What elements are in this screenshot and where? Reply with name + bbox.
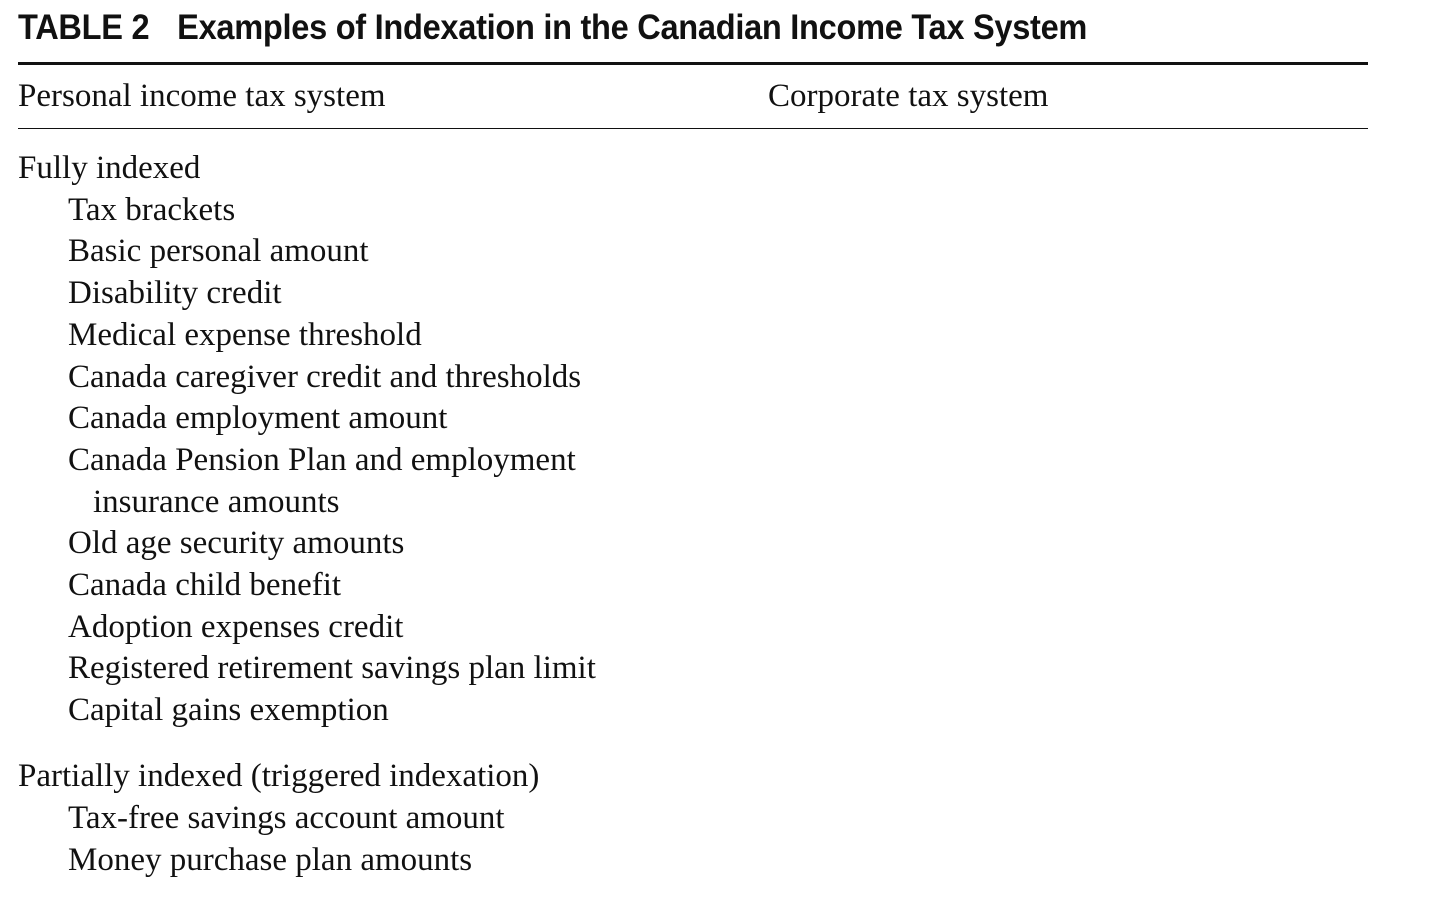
header-rule: [18, 128, 1368, 130]
list-item: Canada Pension Plan and employment insura…: [18, 440, 1368, 523]
list-item: Capital gains exemption: [18, 690, 1368, 732]
table-body: Fully indexed Tax brackets Basic persona…: [18, 148, 1368, 881]
item-text: Canada caregiver credit and thresholds: [68, 358, 582, 395]
item-text: Adoption expenses credit: [68, 608, 404, 645]
item-text: Canada employment amount: [68, 400, 448, 437]
item-text: Capital gains exemption: [68, 692, 389, 729]
group-heading: Partially indexed (triggered indexation): [18, 758, 540, 795]
item-text: Medical expense threshold: [68, 316, 422, 353]
list-item: Canada caregiver credit and thresholds: [18, 357, 1368, 399]
list-item: Tax brackets: [18, 190, 1368, 232]
table-page: TABLE 2 Examples of Indexation in the Can…: [18, 0, 1368, 906]
table-label: TABLE 2: [18, 8, 150, 47]
item-text: Registered retirement savings plan limit: [68, 650, 596, 687]
table-caption: TABLE 2 Examples of Indexation in the Can…: [18, 8, 1087, 48]
list-item: Medical expense threshold: [18, 315, 1368, 357]
column-header-corporate: Corporate tax system: [768, 78, 1049, 114]
item-text: Tax-free savings account amount: [68, 800, 505, 837]
item-text-continuation: insurance amounts: [93, 483, 340, 520]
item-text: Disability credit: [68, 275, 282, 312]
item-text: Tax brackets: [68, 191, 236, 228]
list-item: Tax-free savings account amount: [18, 798, 1368, 840]
group-spacer: [18, 732, 1368, 757]
group-partially-indexed: Partially indexed (triggered indexation)…: [18, 756, 1368, 881]
column-header-personal: Personal income tax system: [18, 78, 386, 114]
list-item: Adoption expenses credit: [18, 607, 1368, 649]
group-item-list: Tax brackets Basic personal amount Disab…: [18, 190, 1368, 732]
group-item-list: Tax-free savings account amount Money pu…: [18, 798, 1368, 881]
group-fully-indexed: Fully indexed Tax brackets Basic persona…: [18, 148, 1368, 732]
item-text: Canada Pension Plan and employment: [68, 441, 576, 478]
list-item: Canada employment amount: [18, 398, 1368, 440]
list-item: Disability credit: [18, 273, 1368, 315]
table-title: Examples of Indexation in the Canadian I…: [177, 8, 1088, 47]
item-text: Basic personal amount: [68, 233, 369, 270]
list-item: Money purchase plan amounts: [18, 840, 1368, 882]
item-text: Money purchase plan amounts: [68, 841, 473, 878]
list-item: Basic personal amount: [18, 231, 1368, 273]
group-heading: Fully indexed: [18, 150, 201, 186]
list-item: Old age security amounts: [18, 523, 1368, 565]
top-rule: [18, 62, 1368, 65]
item-text: Canada child benefit: [68, 567, 342, 604]
list-item: Registered retirement savings plan limit: [18, 648, 1368, 690]
list-item: Canada child benefit: [18, 565, 1368, 607]
item-text: Old age security amounts: [68, 525, 405, 562]
